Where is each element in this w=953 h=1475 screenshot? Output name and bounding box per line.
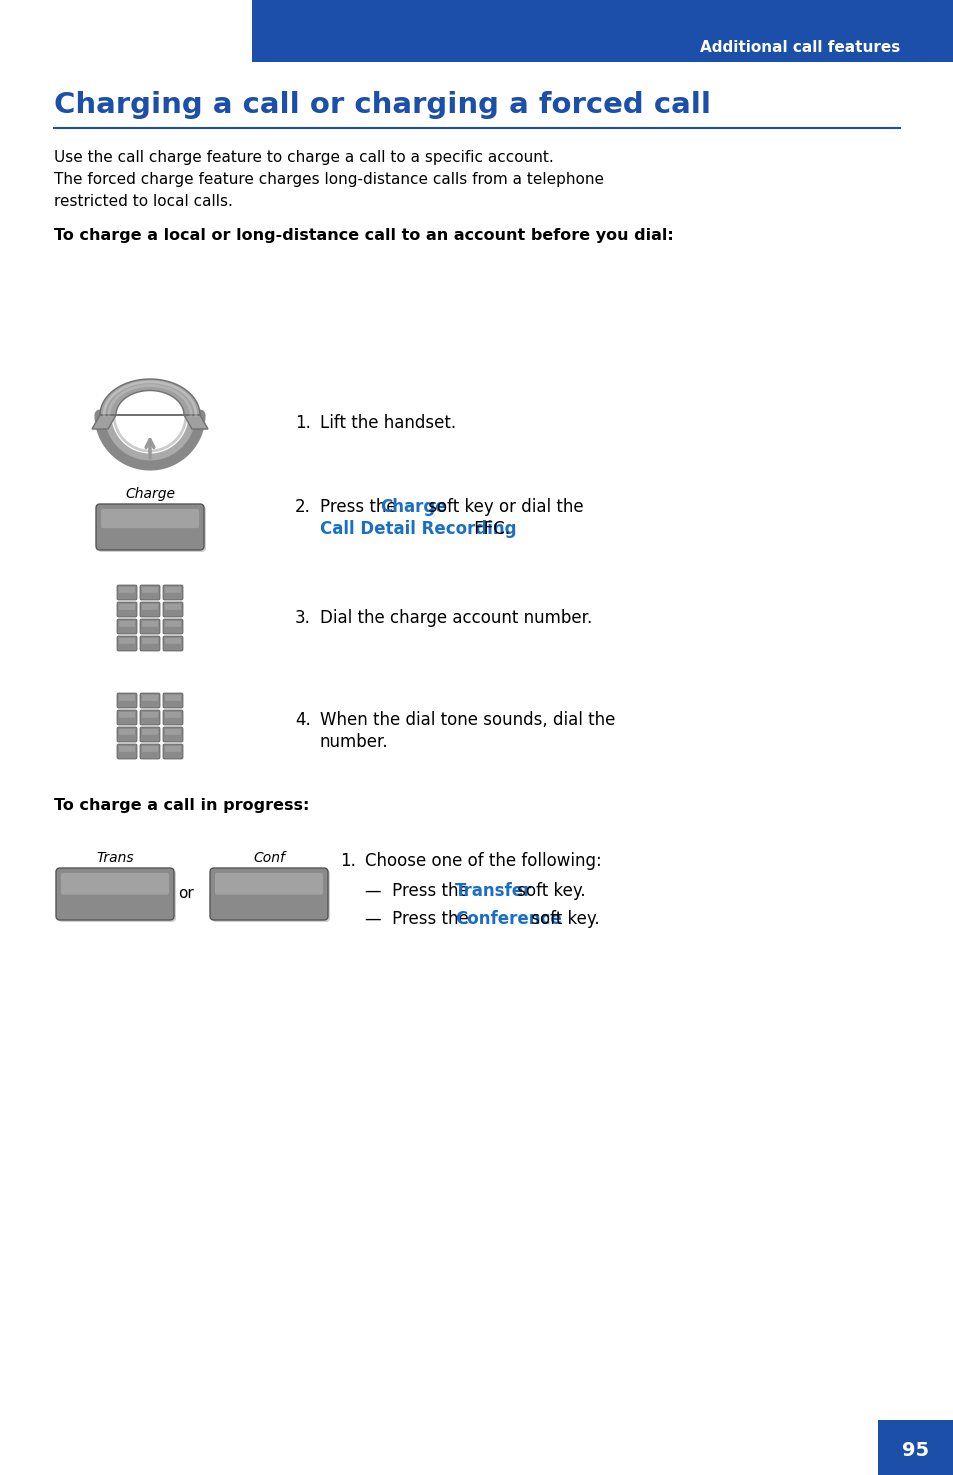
Text: —  Press the: — Press the <box>365 910 474 928</box>
FancyBboxPatch shape <box>142 587 158 593</box>
Polygon shape <box>91 379 208 429</box>
FancyBboxPatch shape <box>163 620 183 634</box>
Text: Charge: Charge <box>379 499 446 516</box>
FancyBboxPatch shape <box>163 709 183 726</box>
FancyBboxPatch shape <box>142 746 158 752</box>
Text: 3.: 3. <box>294 609 311 627</box>
Text: Call Detail Recording: Call Detail Recording <box>319 521 516 538</box>
Text: Press the: Press the <box>319 499 401 516</box>
Text: soft key or dial the: soft key or dial the <box>422 499 582 516</box>
FancyBboxPatch shape <box>142 695 158 701</box>
FancyBboxPatch shape <box>117 586 137 600</box>
Text: The forced charge feature charges long-distance calls from a telephone: The forced charge feature charges long-d… <box>54 173 603 187</box>
FancyBboxPatch shape <box>165 746 181 752</box>
FancyBboxPatch shape <box>163 727 183 742</box>
Text: Charging a call or charging a forced call: Charging a call or charging a forced cal… <box>54 91 710 119</box>
Text: Conference: Conference <box>455 910 561 928</box>
FancyBboxPatch shape <box>117 602 137 617</box>
FancyBboxPatch shape <box>210 867 328 920</box>
FancyBboxPatch shape <box>165 695 181 701</box>
FancyBboxPatch shape <box>214 873 323 895</box>
Text: number.: number. <box>319 733 388 751</box>
FancyBboxPatch shape <box>119 603 135 609</box>
FancyBboxPatch shape <box>140 620 160 634</box>
FancyBboxPatch shape <box>165 639 181 643</box>
FancyBboxPatch shape <box>58 870 175 922</box>
FancyBboxPatch shape <box>140 727 160 742</box>
FancyBboxPatch shape <box>142 603 158 609</box>
Text: 2.: 2. <box>294 499 311 516</box>
Text: 1.: 1. <box>339 853 355 870</box>
Text: FFC.: FFC. <box>469 521 510 538</box>
Text: —  Press the: — Press the <box>365 882 474 900</box>
FancyBboxPatch shape <box>163 743 183 760</box>
FancyBboxPatch shape <box>119 712 135 718</box>
FancyBboxPatch shape <box>117 743 137 760</box>
FancyBboxPatch shape <box>252 0 953 62</box>
FancyBboxPatch shape <box>165 603 181 609</box>
FancyBboxPatch shape <box>117 636 137 650</box>
Text: Trans: Trans <box>96 851 133 864</box>
FancyBboxPatch shape <box>96 504 204 550</box>
Text: or: or <box>178 885 193 901</box>
Text: Use the call charge feature to charge a call to a specific account.: Use the call charge feature to charge a … <box>54 150 553 165</box>
FancyBboxPatch shape <box>117 620 137 634</box>
Text: soft key.: soft key. <box>526 910 599 928</box>
FancyBboxPatch shape <box>165 729 181 735</box>
FancyBboxPatch shape <box>119 729 135 735</box>
FancyBboxPatch shape <box>140 693 160 708</box>
FancyBboxPatch shape <box>119 695 135 701</box>
FancyBboxPatch shape <box>163 636 183 650</box>
FancyBboxPatch shape <box>101 509 199 528</box>
Text: Choose one of the following:: Choose one of the following: <box>365 853 601 870</box>
FancyBboxPatch shape <box>140 743 160 760</box>
FancyBboxPatch shape <box>163 586 183 600</box>
FancyBboxPatch shape <box>140 636 160 650</box>
Text: When the dial tone sounds, dial the: When the dial tone sounds, dial the <box>319 711 615 729</box>
FancyBboxPatch shape <box>140 709 160 726</box>
FancyBboxPatch shape <box>117 693 137 708</box>
Text: Dial the charge account number.: Dial the charge account number. <box>319 609 592 627</box>
Text: 4.: 4. <box>294 711 311 729</box>
FancyBboxPatch shape <box>165 587 181 593</box>
FancyBboxPatch shape <box>56 867 173 920</box>
Text: soft key.: soft key. <box>512 882 585 900</box>
FancyBboxPatch shape <box>61 873 169 895</box>
FancyBboxPatch shape <box>165 712 181 718</box>
FancyBboxPatch shape <box>165 621 181 627</box>
FancyBboxPatch shape <box>142 621 158 627</box>
FancyBboxPatch shape <box>98 506 206 552</box>
Text: restricted to local calls.: restricted to local calls. <box>54 195 233 209</box>
FancyBboxPatch shape <box>119 587 135 593</box>
FancyBboxPatch shape <box>877 1420 953 1475</box>
FancyBboxPatch shape <box>119 639 135 643</box>
FancyBboxPatch shape <box>117 709 137 726</box>
FancyBboxPatch shape <box>142 729 158 735</box>
Text: 95: 95 <box>902 1441 928 1459</box>
Text: Lift the handset.: Lift the handset. <box>319 414 456 432</box>
Text: Conf: Conf <box>253 851 285 864</box>
FancyBboxPatch shape <box>117 727 137 742</box>
Text: Charge: Charge <box>125 487 174 502</box>
Text: Additional call features: Additional call features <box>699 40 899 55</box>
FancyBboxPatch shape <box>119 621 135 627</box>
FancyBboxPatch shape <box>212 870 330 922</box>
FancyBboxPatch shape <box>163 693 183 708</box>
Text: To charge a call in progress:: To charge a call in progress: <box>54 798 309 813</box>
Text: Transfer: Transfer <box>455 882 532 900</box>
FancyBboxPatch shape <box>142 639 158 643</box>
Text: 1.: 1. <box>294 414 311 432</box>
FancyBboxPatch shape <box>119 746 135 752</box>
FancyBboxPatch shape <box>142 712 158 718</box>
Text: To charge a local or long-distance call to an account before you dial:: To charge a local or long-distance call … <box>54 229 673 243</box>
FancyBboxPatch shape <box>163 602 183 617</box>
FancyBboxPatch shape <box>140 586 160 600</box>
FancyBboxPatch shape <box>140 602 160 617</box>
